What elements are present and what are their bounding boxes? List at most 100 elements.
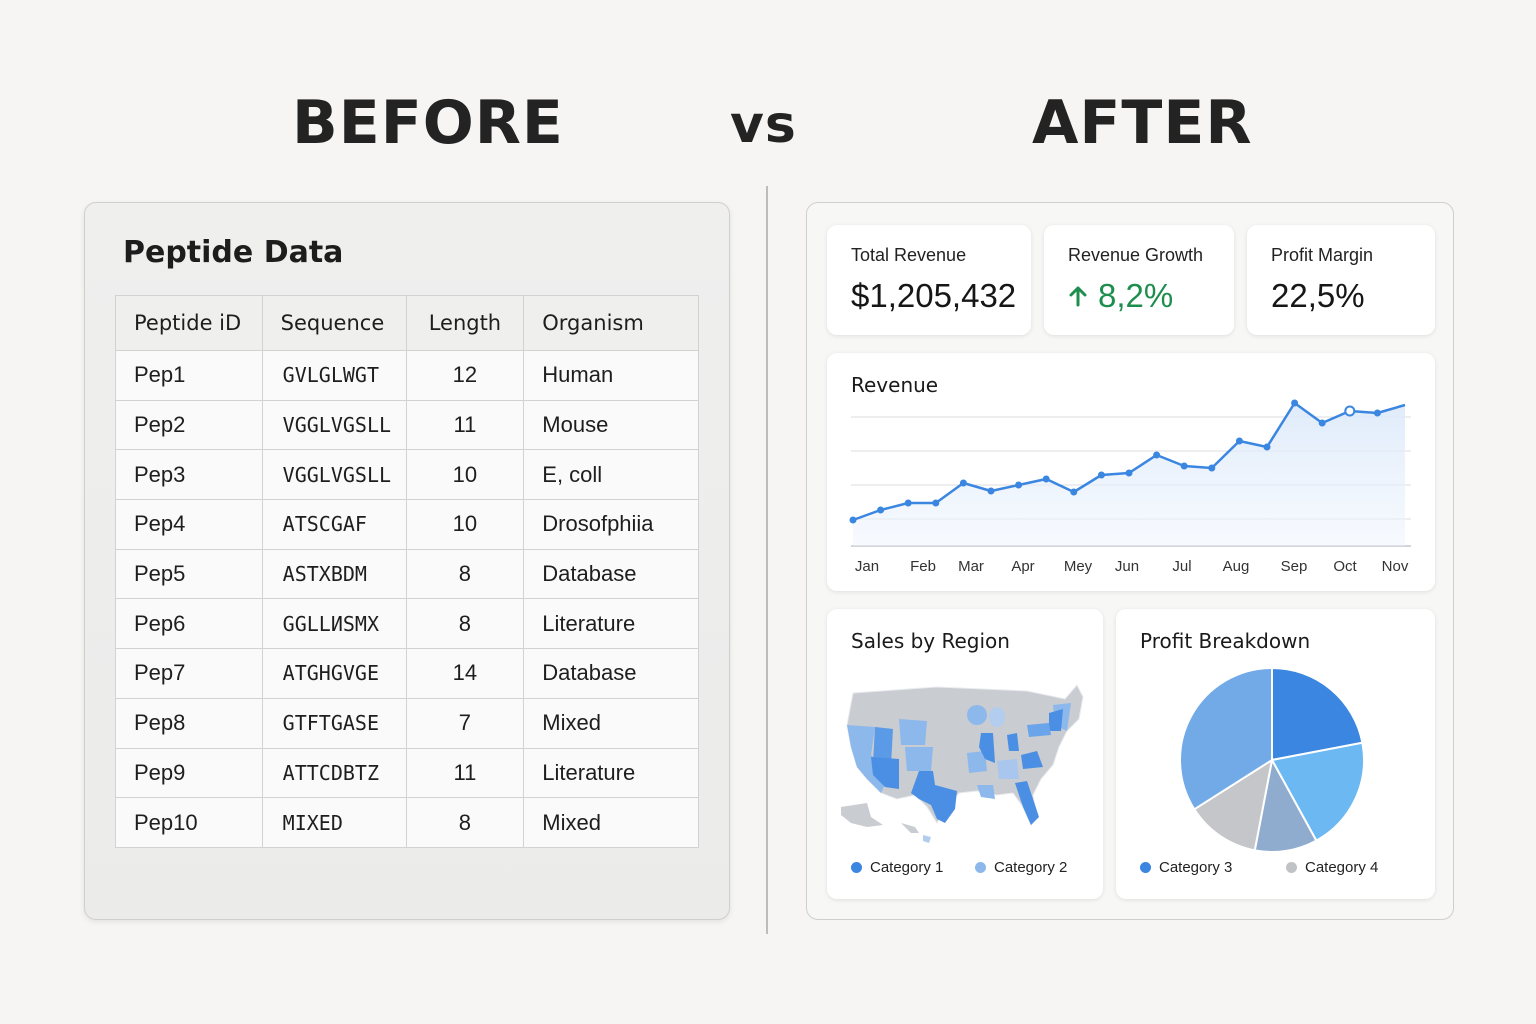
x-axis-label: Aug bbox=[1222, 558, 1250, 575]
cell-peptide-id: Pep6 bbox=[115, 598, 263, 650]
legend-label: Category 2 bbox=[994, 859, 1068, 876]
cell-sequence: MIXED bbox=[261, 797, 407, 848]
data-point bbox=[1153, 451, 1161, 459]
cell-length: 7 bbox=[405, 697, 525, 749]
x-axis-label: Nov bbox=[1381, 558, 1409, 575]
cell-organism: Mixed bbox=[523, 697, 699, 749]
cell-length: 10 bbox=[405, 449, 525, 501]
data-point bbox=[1180, 462, 1188, 470]
data-point bbox=[959, 479, 967, 487]
cell-organism: Database bbox=[523, 548, 699, 600]
sales-by-region-title: Sales by Region bbox=[851, 629, 1010, 653]
cell-length: 14 bbox=[405, 648, 525, 699]
table-row[interactable]: Pep2 VGGLVGSLL 11 Mouse bbox=[115, 399, 699, 451]
legend-item-category-3[interactable]: Category 3 bbox=[1140, 859, 1232, 876]
cell-sequence: GVLGLWGT bbox=[261, 350, 407, 401]
cell-organism: E, coll bbox=[523, 449, 699, 501]
cell-length: 8 bbox=[405, 598, 525, 650]
table-row[interactable]: Pep8 GTFTGASE 7 Mixed bbox=[115, 697, 699, 749]
cell-sequence: GGLLИSMX bbox=[261, 598, 407, 650]
cell-peptide-id: Pep1 bbox=[115, 350, 263, 401]
kpi-label: Profit Margin bbox=[1271, 245, 1374, 265]
legend-label: Category 4 bbox=[1305, 859, 1379, 876]
cell-sequence: VGGLVGSLL bbox=[261, 399, 407, 451]
kpi-value: 22,5% bbox=[1271, 277, 1365, 314]
arrow-up-icon bbox=[1069, 286, 1087, 307]
table-header-row: Peptide iD Sequence Length Organism bbox=[115, 295, 699, 351]
x-axis-label: Feb bbox=[910, 558, 936, 575]
legend-item-category-2[interactable]: Category 2 bbox=[975, 859, 1067, 876]
kpi-label: Total Revenue bbox=[851, 245, 967, 265]
table-row[interactable]: Pep7 ATGHGVGE 14 Database bbox=[115, 648, 699, 699]
cell-organism: Drosofphiia bbox=[523, 499, 699, 550]
x-axis-label: Mar bbox=[958, 558, 984, 575]
revenue-line-chart[interactable] bbox=[827, 353, 1435, 591]
cell-length: 11 bbox=[405, 747, 525, 799]
kpi-card-total-revenue[interactable]: Total Revenue $1,205,432 bbox=[827, 225, 1031, 335]
x-axis-label: Jul bbox=[1172, 558, 1192, 575]
data-point bbox=[1042, 475, 1050, 483]
cell-length: 8 bbox=[405, 797, 525, 848]
data-point bbox=[1373, 409, 1381, 417]
sales-by-region-card: Sales by Region bbox=[827, 609, 1103, 899]
kpi-value-wrap: 8,2% bbox=[1068, 277, 1173, 315]
data-point bbox=[1070, 488, 1078, 496]
cell-organism: Mixed bbox=[523, 797, 699, 848]
cell-peptide-id: Pep7 bbox=[115, 648, 263, 699]
profit-breakdown-card: Profit Breakdown Category 3 Category 4 bbox=[1116, 609, 1435, 899]
data-point bbox=[1318, 419, 1326, 427]
table-row[interactable]: Pep3 VGGLVGSLL 10 E, coll bbox=[115, 449, 699, 501]
pie-slice bbox=[1271, 666, 1364, 762]
kpi-card-revenue-growth[interactable]: Revenue Growth 8,2% bbox=[1044, 225, 1234, 335]
cell-length: 8 bbox=[405, 548, 525, 600]
cell-peptide-id: Pep9 bbox=[115, 747, 263, 799]
data-point bbox=[1235, 437, 1243, 445]
cell-peptide-id: Pep4 bbox=[115, 499, 263, 550]
column-header-length[interactable]: Length bbox=[405, 295, 525, 351]
data-point bbox=[1097, 471, 1105, 479]
data-point bbox=[849, 516, 857, 524]
cell-organism: Database bbox=[523, 648, 699, 699]
before-panel: Peptide Data Peptide iD Sequence Length … bbox=[84, 202, 730, 920]
legend-dot bbox=[1140, 862, 1151, 873]
legend-item-category-1[interactable]: Category 1 bbox=[851, 859, 943, 876]
cell-length: 10 bbox=[405, 499, 525, 550]
before-heading: BEFORE bbox=[292, 88, 564, 158]
table-row[interactable]: Pep10 MIXED 8 Mixed bbox=[115, 797, 699, 848]
column-header-sequence[interactable]: Sequence bbox=[261, 295, 407, 351]
legend-dot bbox=[851, 862, 862, 873]
legend-dot bbox=[975, 862, 986, 873]
x-axis-label: Sep bbox=[1280, 558, 1308, 575]
legend-label: Category 3 bbox=[1159, 859, 1233, 876]
table-row[interactable]: Pep1 GVLGLWGT 12 Human bbox=[115, 350, 699, 401]
x-axis-label: Jan bbox=[854, 558, 880, 575]
after-dashboard-panel: Total Revenue $1,205,432 Revenue Growth … bbox=[806, 202, 1454, 920]
column-header-peptide-id[interactable]: Peptide iD bbox=[115, 295, 263, 351]
kpi-label: Revenue Growth bbox=[1068, 245, 1204, 265]
profit-pie-chart[interactable] bbox=[1116, 665, 1435, 865]
x-axis-label: Mey bbox=[1063, 558, 1093, 575]
column-header-organism[interactable]: Organism bbox=[523, 295, 699, 351]
pie-slice bbox=[1270, 741, 1365, 842]
revenue-chart-title: Revenue bbox=[851, 373, 939, 397]
cell-length: 11 bbox=[405, 399, 525, 451]
data-point bbox=[1291, 399, 1299, 407]
cell-sequence: ASTXBDM bbox=[261, 548, 407, 600]
cell-length: 12 bbox=[405, 350, 525, 401]
kpi-value: 8,2% bbox=[1098, 277, 1174, 314]
table-row[interactable]: Pep4 ATSCGAF 10 Drosofphiia bbox=[115, 499, 699, 550]
table-row[interactable]: Pep9 ATTCDBTZ 11 Literature bbox=[115, 747, 699, 799]
table-row[interactable]: Pep5 ASTXBDM 8 Database bbox=[115, 548, 699, 600]
us-map-chart[interactable] bbox=[827, 675, 1103, 855]
cell-peptide-id: Pep10 bbox=[115, 797, 263, 848]
legend-item-category-4[interactable]: Category 4 bbox=[1286, 859, 1378, 876]
data-point bbox=[987, 487, 995, 495]
cell-peptide-id: Pep5 bbox=[115, 548, 263, 600]
kpi-card-profit-margin[interactable]: Profit Margin 22,5% bbox=[1247, 225, 1435, 335]
kpi-value: $1,205,432 bbox=[851, 277, 1017, 314]
x-axis-label: Apr bbox=[1011, 558, 1035, 575]
cell-peptide-id: Pep3 bbox=[115, 449, 263, 501]
after-heading: AFTER bbox=[1032, 88, 1253, 158]
table-row[interactable]: Pep6 GGLLИSMX 8 Literature bbox=[115, 598, 699, 650]
cell-peptide-id: Pep8 bbox=[115, 697, 263, 749]
